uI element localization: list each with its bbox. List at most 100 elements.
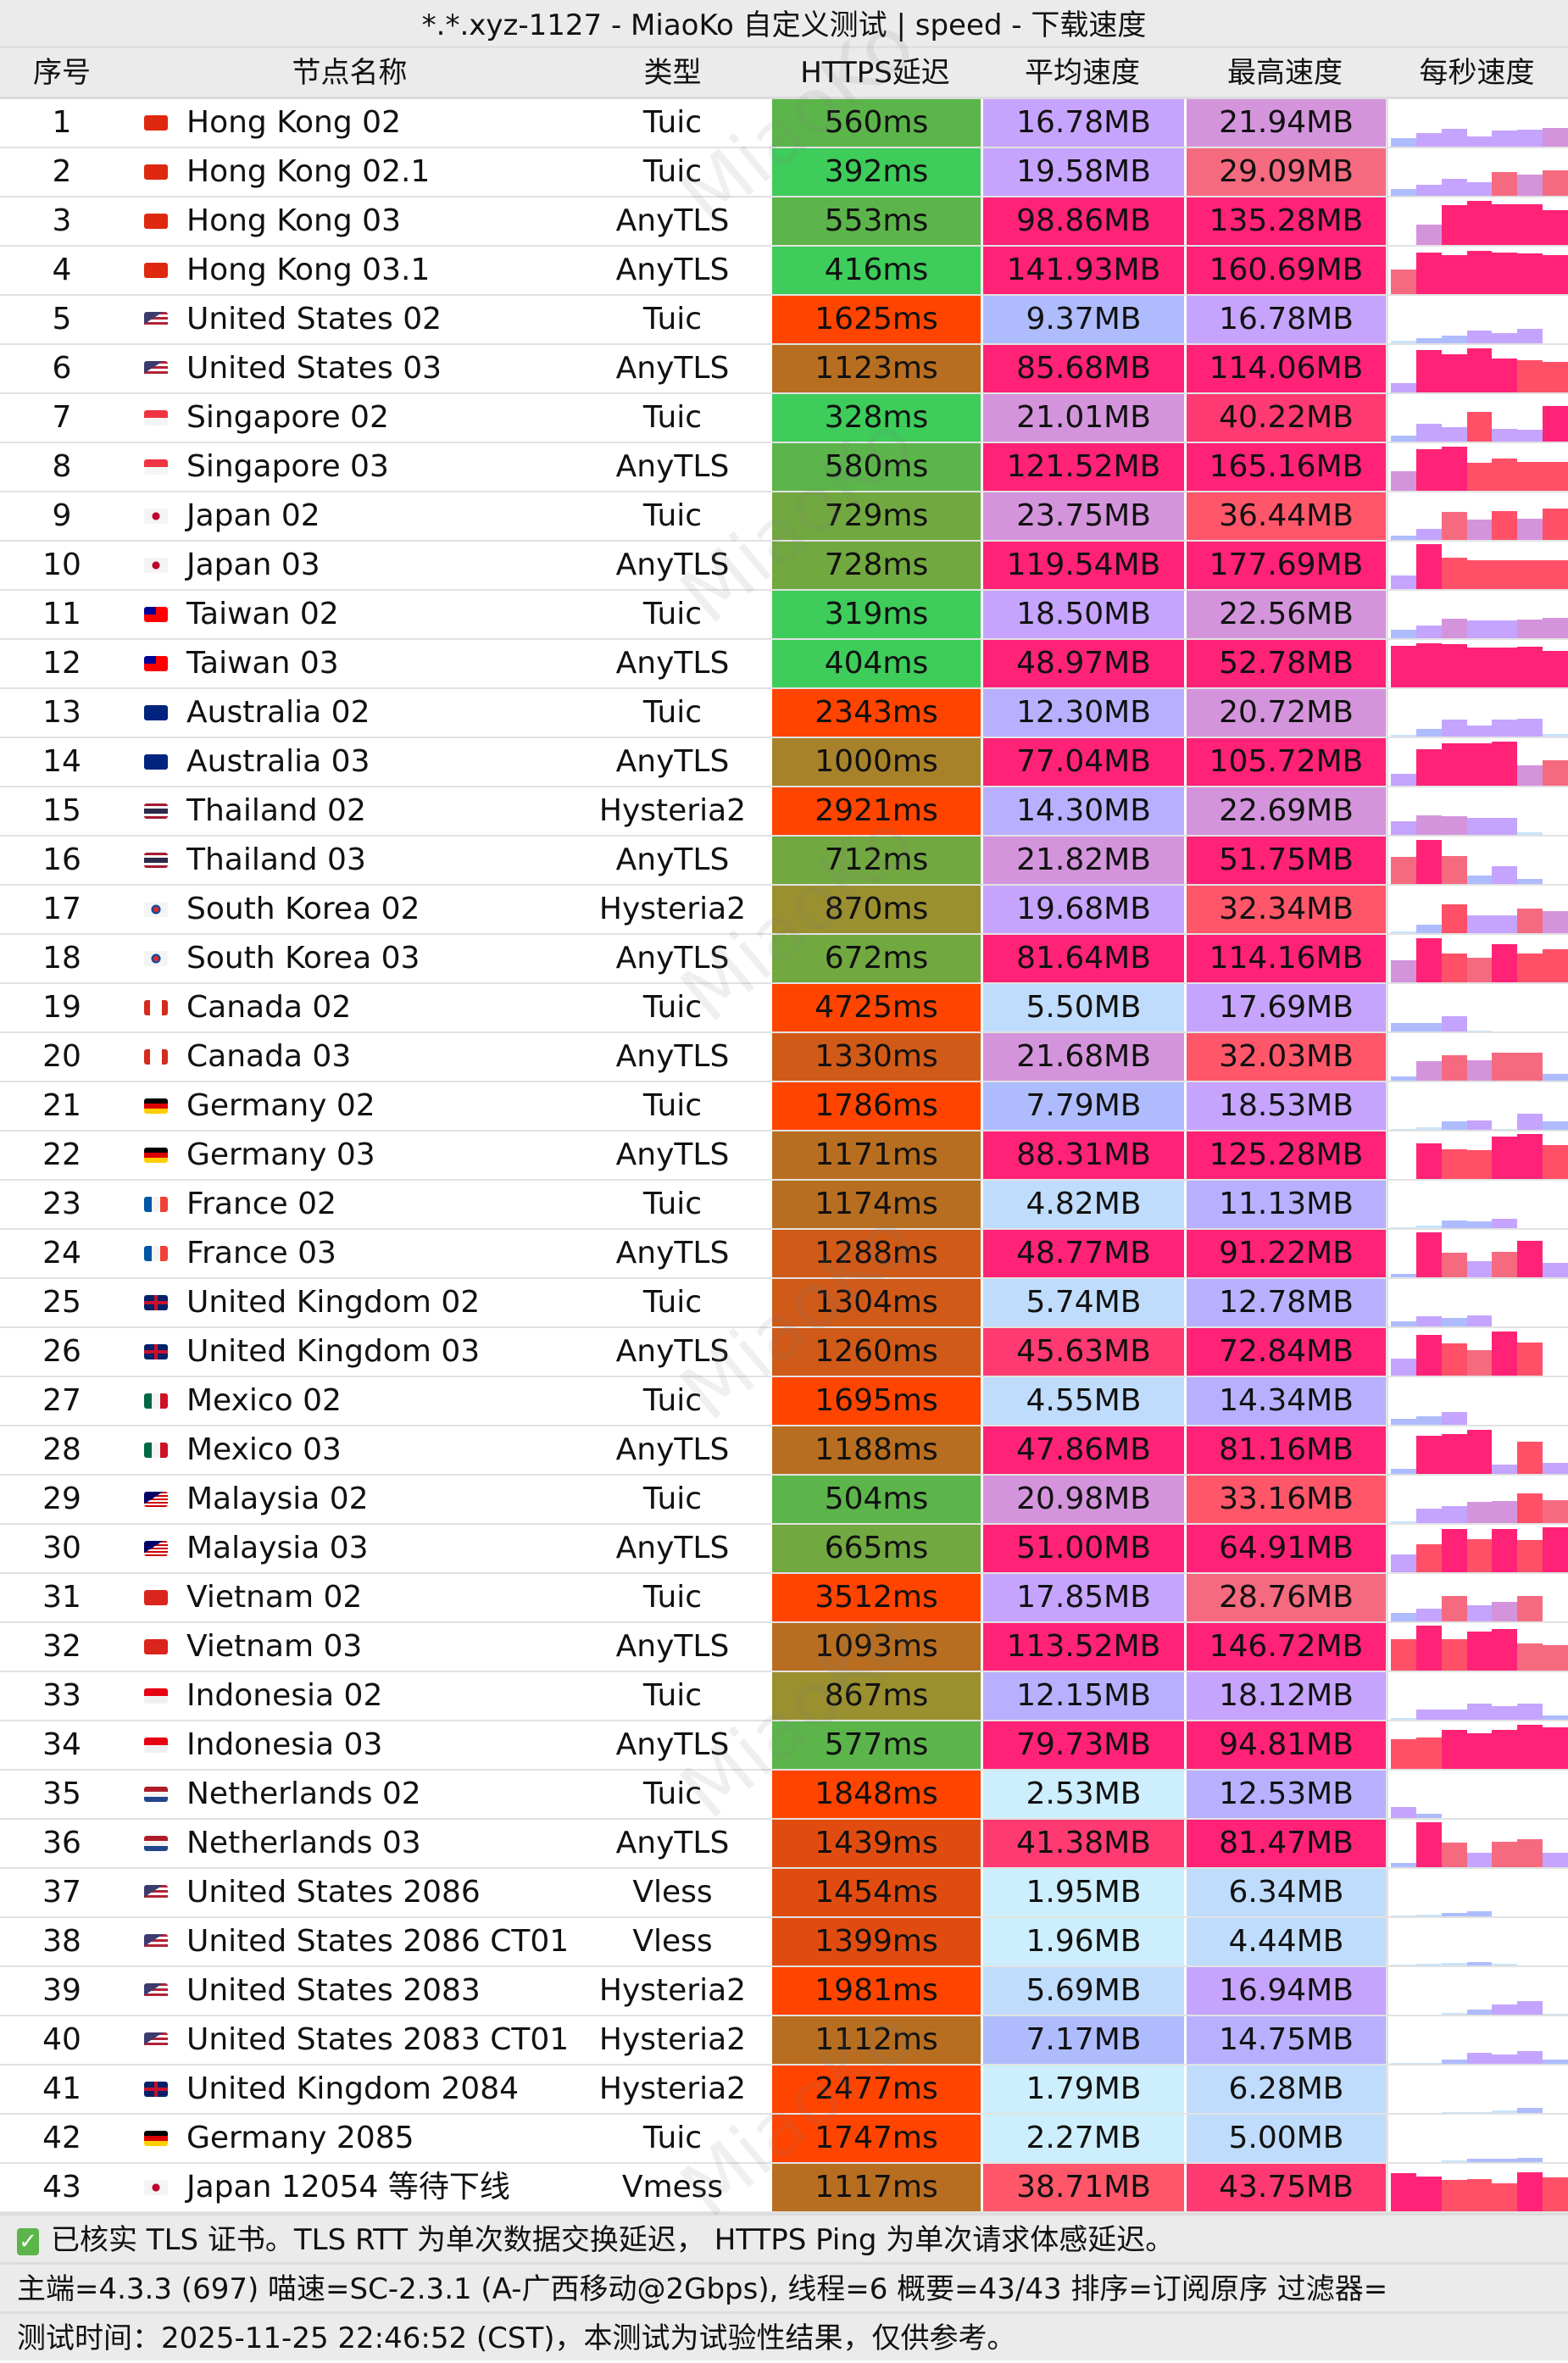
node-type: AnyTLS (615, 646, 730, 681)
max-speed: 64.91MB (1184, 1525, 1386, 1572)
table-row[interactable]: 34 Indonesia 03 AnyTLS 577ms 79.73MB 94.81MB (0, 1721, 1568, 1771)
node-type: Tuic (642, 597, 703, 631)
speed-bar (1517, 1724, 1543, 1769)
https-latency: 2343ms (770, 689, 981, 737)
flag-hk-icon (144, 115, 168, 131)
https-latency: 577ms (770, 1721, 981, 1769)
table-row[interactable]: 32 Vietnam 03 AnyTLS 1093ms 113.52MB 146.72MB (0, 1623, 1568, 1672)
table-row[interactable]: 3 Hong Kong 03 AnyTLS 553ms 98.86MB 135.28MB (0, 197, 1568, 247)
node-name: Netherlands 03 (186, 1826, 421, 1860)
table-row[interactable]: 8 Singapore 03 AnyTLS 580ms 121.52MB 165.16MB (0, 443, 1568, 492)
table-row[interactable]: 18 South Korea 03 AnyTLS 672ms 81.64MB 114.16… (0, 935, 1568, 984)
table-row[interactable]: 36 Netherlands 03 AnyTLS 1439ms 41.38MB 81.47… (0, 1820, 1568, 1869)
table-row[interactable]: 38 United States 2086 CT01 Vless 1399ms 1.96… (0, 1918, 1568, 1967)
table-row[interactable]: 35 Netherlands 02 Tuic 1848ms 2.53MB 12.53MB (0, 1771, 1568, 1820)
table-row[interactable]: 5 United States 02 Tuic 1625ms 9.37MB 16.78MB (0, 296, 1568, 345)
speed-bar (1492, 1137, 1518, 1179)
table-row[interactable]: 30 Malaysia 03 AnyTLS 665ms 51.00MB 64.91MB (0, 1525, 1568, 1574)
table-row[interactable]: 4 Hong Kong 03.1 AnyTLS 416ms 141.93MB 160.69… (0, 247, 1568, 296)
speed-bar (1517, 329, 1543, 343)
table-row[interactable]: 39 United States 2083 Hysteria2 1981ms 5.69M… (0, 1967, 1568, 2016)
node-name: Mexico 03 (186, 1432, 342, 1467)
table-row[interactable]: 27 Mexico 02 Tuic 1695ms 4.55MB 14.34MB (0, 1377, 1568, 1426)
table-row[interactable]: 21 Germany 02 Tuic 1786ms 7.79MB 18.53MB (0, 1082, 1568, 1131)
node-name: Canada 02 (186, 990, 352, 1025)
table-row[interactable]: 15 Thailand 02 Hysteria2 2921ms 14.30MB 22.69… (0, 787, 1568, 837)
table-row[interactable]: 26 United Kingdom 03 AnyTLS 1260ms 45.63MB 72… (0, 1328, 1568, 1377)
table-row[interactable]: 6 United States 03 AnyTLS 1123ms 85.68MB 114.… (0, 345, 1568, 394)
table-row[interactable]: 11 Taiwan 02 Tuic 319ms 18.50MB 22.56MB (0, 591, 1568, 640)
speed-bar (1415, 448, 1442, 491)
speed-bar (1441, 1149, 1467, 1179)
speed-bar (1441, 953, 1467, 982)
table-row[interactable]: 2 Hong Kong 02.1 Tuic 392ms 19.58MB 29.09MB (0, 148, 1568, 197)
table-row[interactable]: 9 Japan 02 Tuic 729ms 23.75MB 36.44MB (0, 492, 1568, 542)
table-row[interactable]: 13 Australia 02 Tuic 2343ms 12.30MB 20.72MB (0, 689, 1568, 738)
table-row[interactable]: 29 Malaysia 02 Tuic 504ms 20.98MB 33.16MB (0, 1476, 1568, 1525)
table-row[interactable]: 12 Taiwan 03 AnyTLS 404ms 48.97MB 52.78MB (0, 640, 1568, 689)
speed-bar (1517, 175, 1543, 196)
table-row[interactable]: 28 Mexico 03 AnyTLS 1188ms 47.86MB 81.16MB (0, 1426, 1568, 1476)
speed-bar (1466, 1605, 1493, 1621)
speed-bar (1391, 1521, 1416, 1523)
speed-bar (1517, 430, 1543, 442)
flag-de-icon (144, 2131, 168, 2146)
table-row[interactable]: 19 Canada 02 Tuic 4725ms 5.50MB 17.69MB (0, 984, 1568, 1033)
node-name-cell: Mexico 02 (124, 1377, 575, 1425)
row-index: 23 (42, 1187, 81, 1221)
speed-bar (1517, 130, 1543, 147)
table-row[interactable]: 31 Vietnam 02 Tuic 3512ms 17.85MB 28.76MB (0, 1574, 1568, 1623)
per-second-speed-chart (1386, 2016, 1568, 2064)
speed-bar (1415, 1335, 1442, 1376)
speed-bar (1517, 718, 1543, 737)
speed-bar (1543, 2177, 1568, 2211)
table-row[interactable]: 33 Indonesia 02 Tuic 867ms 12.15MB 18.12MB (0, 1672, 1568, 1721)
speed-bar (1517, 1704, 1543, 1720)
row-index: 2 (52, 154, 72, 189)
table-row[interactable]: 1 Hong Kong 02 Tuic 560ms 16.78MB 21.94MB (0, 99, 1568, 148)
table-row[interactable]: 43 Japan 12054 等待下线 Vmess 1117ms 38.71MB 43.7… (0, 2164, 1568, 2213)
table-row[interactable]: 22 Germany 03 AnyTLS 1171ms 88.31MB 125.28MB (0, 1131, 1568, 1181)
table-row[interactable]: 23 France 02 Tuic 1174ms 4.82MB 11.13MB (0, 1181, 1568, 1230)
node-name: United States 02 (186, 302, 442, 336)
table-row[interactable]: 10 Japan 03 AnyTLS 728ms 119.54MB 177.69MB (0, 542, 1568, 591)
per-second-speed-chart (1386, 640, 1568, 687)
speed-bar (1391, 774, 1416, 786)
table-row[interactable]: 41 United Kingdom 2084 Hysteria2 2477ms 1.79… (0, 2066, 1568, 2115)
speed-bar (1517, 461, 1543, 491)
table-row[interactable]: 40 United States 2083 CT01 Hysteria2 1112ms… (0, 2016, 1568, 2066)
speed-bar (1543, 1727, 1568, 1769)
https-latency: 1695ms (770, 1377, 981, 1425)
speed-bar (1391, 857, 1416, 884)
speed-bar (1466, 1150, 1493, 1179)
speed-bar (1441, 1015, 1467, 1031)
table-row[interactable]: 42 Germany 2085 Tuic 1747ms 2.27MB 5.00MB (0, 2115, 1568, 2164)
node-name: United States 03 (186, 351, 442, 386)
speed-bar (1543, 406, 1568, 442)
table-row[interactable]: 37 United States 2086 Vless 1454ms 1.95MB 6.3… (0, 1869, 1568, 1918)
table-row[interactable]: 16 Thailand 03 AnyTLS 712ms 21.82MB 51.75MB (0, 837, 1568, 886)
table-row[interactable]: 7 Singapore 02 Tuic 328ms 21.01MB 40.22MB (0, 394, 1568, 443)
node-name: Germany 02 (186, 1088, 375, 1123)
table-row[interactable]: 24 France 03 AnyTLS 1288ms 48.77MB 91.22MB (0, 1230, 1568, 1279)
speed-bar (1543, 1527, 1568, 1572)
column-header-name: 节点名称 (292, 56, 408, 90)
node-name-cell: Taiwan 02 (124, 591, 575, 638)
https-latency: 580ms (770, 443, 981, 491)
table-row[interactable]: 20 Canada 03 AnyTLS 1330ms 21.68MB 32.03MB (0, 1033, 1568, 1082)
max-speed: 16.78MB (1184, 296, 1386, 343)
speed-bar (1492, 131, 1518, 147)
speed-bar (1466, 1733, 1493, 1769)
node-name-cell: Mexico 03 (124, 1426, 575, 1474)
max-speed: 18.12MB (1184, 1672, 1386, 1720)
speed-bar (1466, 2159, 1493, 2162)
speed-bar (1441, 1220, 1467, 1228)
speed-bar (1391, 2172, 1416, 2211)
table-row[interactable]: 17 South Korea 02 Hysteria2 870ms 19.68MB 32.… (0, 886, 1568, 935)
speed-bar (1492, 358, 1518, 392)
speed-bar (1466, 1631, 1493, 1671)
table-row[interactable]: 14 Australia 03 AnyTLS 1000ms 77.04MB 105.72M… (0, 738, 1568, 787)
speed-bar (1466, 1910, 1493, 1916)
table-row[interactable]: 25 United Kingdom 02 Tuic 1304ms 5.74MB 12.78… (0, 1279, 1568, 1328)
speed-bar (1441, 1639, 1467, 1671)
